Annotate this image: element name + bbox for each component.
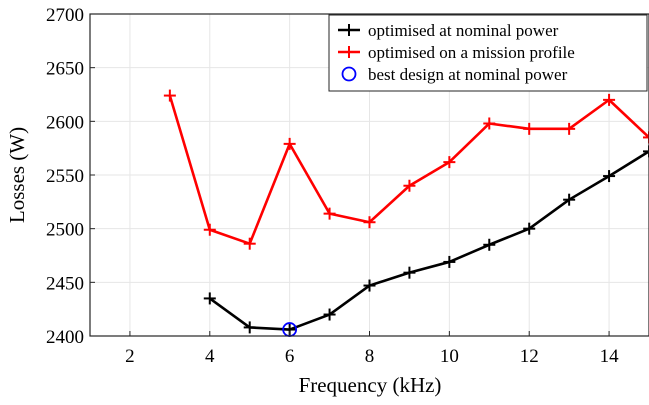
axis-ticks: 2 4 6 8 10 12 14 2400 2450 2500 2550 2600 2650 2700 <box>46 5 619 367</box>
data-point-marker <box>523 222 536 235</box>
data-point-marker <box>563 122 576 135</box>
data-point-marker <box>323 207 336 220</box>
data-point-marker <box>563 193 576 206</box>
legend-entry: best design at nominal power <box>341 65 568 84</box>
data-point-marker <box>363 279 376 292</box>
legend-entry: optimised at nominal power <box>338 21 559 40</box>
data-point-marker <box>603 170 616 183</box>
data-point-marker <box>243 237 256 250</box>
x-tick-label: 10 <box>440 346 459 367</box>
x-tick-label: 2 <box>125 346 135 367</box>
data-point-marker <box>643 131 649 144</box>
y-tick-label: 2450 <box>46 273 84 294</box>
data-point-marker <box>443 255 456 268</box>
legend-label: optimised at nominal power <box>368 21 559 40</box>
legend-entry: optimised on a mission profile <box>338 43 575 62</box>
data-point-marker <box>403 266 416 279</box>
data-point-marker <box>323 308 336 321</box>
data-point-marker <box>163 89 176 102</box>
y-tick-label: 2600 <box>46 112 84 133</box>
y-tick-label: 2650 <box>46 59 84 80</box>
legend-symbol <box>341 66 357 82</box>
legend-symbol <box>343 46 355 58</box>
legend-label: optimised on a mission profile <box>368 43 575 62</box>
y-tick-label: 2500 <box>46 220 84 241</box>
legend-label: best design at nominal power <box>368 65 568 84</box>
data-point-marker <box>403 179 416 192</box>
legend-symbol <box>343 24 355 36</box>
x-tick-label: 6 <box>285 346 295 367</box>
y-axis-label: Losses (W) <box>5 127 29 223</box>
data-point-marker <box>603 93 616 106</box>
series-line <box>168 95 649 245</box>
y-tick-label: 2700 <box>46 5 84 26</box>
legend-box <box>328 14 648 92</box>
y-tick-label: 2550 <box>46 166 84 187</box>
series-1 <box>203 145 649 336</box>
data-point-marker <box>243 321 256 334</box>
data-point-marker <box>483 117 496 130</box>
data-point-marker <box>443 156 456 169</box>
data-point-marker <box>483 238 496 251</box>
data-point-marker <box>523 122 536 135</box>
data-point-marker <box>283 137 296 150</box>
x-tick-label: 8 <box>365 346 375 367</box>
x-tick-label: 14 <box>600 346 620 367</box>
data-point-marker <box>363 216 376 229</box>
data-point-marker <box>203 292 216 305</box>
legend: optimised at nominal power optimised on a… <box>328 14 648 92</box>
plot-series <box>163 89 649 337</box>
x-axis-label: Frequency (kHz) <box>299 373 442 397</box>
x-tick-label: 12 <box>520 346 539 367</box>
data-point-marker <box>203 223 216 236</box>
data-point-marker <box>643 145 649 158</box>
x-tick-label: 4 <box>205 346 215 367</box>
series-2 <box>163 89 649 250</box>
y-tick-label: 2400 <box>46 327 84 348</box>
